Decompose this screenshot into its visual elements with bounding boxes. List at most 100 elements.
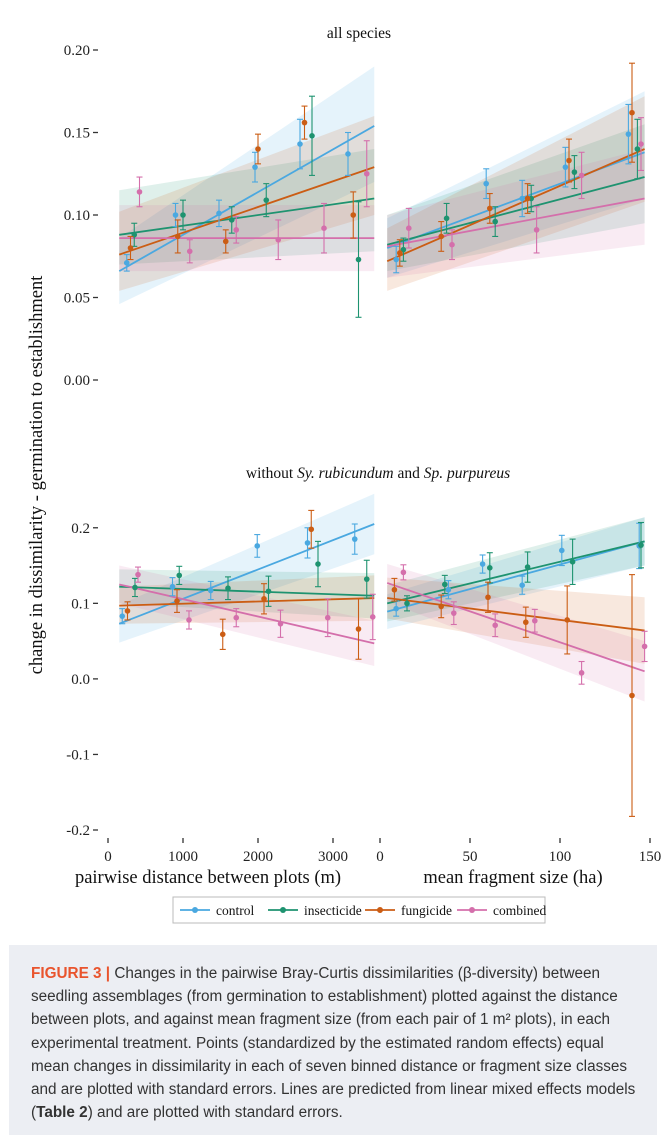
data-point-control [351,536,358,542]
data-point-control [169,583,176,590]
caption-label: FIGURE 3 | [31,965,111,982]
data-point-combined [233,227,240,233]
data-point-combined [363,170,370,177]
data-point-fungicide [255,146,261,152]
data-point-insecticide [180,212,186,218]
y-tick-label: -0.2 [66,823,90,839]
data-point-combined [449,241,455,248]
data-point-insecticide [315,561,321,567]
data-point-control [562,164,569,170]
data-point-fungicide [629,109,635,116]
panel-title-top: all species [327,25,391,42]
band-combined [119,565,375,667]
data-point-control [297,141,303,147]
data-point-combined [135,571,141,578]
x-tick-label: 0 [104,849,112,865]
data-point-control [119,613,126,619]
trend-line-control [118,523,375,625]
data-point-fungicide [308,526,315,533]
data-point-combined [451,610,457,616]
data-point-control [625,131,632,137]
caption-text-end: ) and are plotted with standard errors. [87,1104,343,1122]
data-point-fungicide [564,617,570,623]
data-point-combined [406,225,412,231]
data-point-fungicide [219,631,226,638]
y-tick-label: 0.15 [64,126,90,142]
data-point-insecticide [265,588,272,595]
data-point-fungicide [487,205,493,212]
data-point-fungicide [397,250,403,256]
data-point-combined [324,614,331,621]
trend-line-insecticide [386,540,645,605]
y-tick-label: 0.2 [71,521,90,537]
y-tick-label: 0.0 [71,672,90,688]
data-point-control [123,260,130,266]
data-point-fungicide [485,594,491,601]
data-point-fungicide [391,586,398,593]
regression-lines [118,125,645,673]
y-tick-label: 0.10 [64,208,90,224]
trend-line-insecticide [386,176,645,246]
data-point-fungicide [355,626,362,632]
x-tick-label: 2000 [243,849,273,865]
data-point-fungicide [438,233,445,240]
trend-line-combined [386,582,645,673]
x-tick-label: 3000 [318,849,348,865]
x-tick-label: 150 [639,849,662,865]
x-axis-label-right: mean fragment size (ha) [423,868,602,888]
y-tick-label: -0.1 [66,747,90,763]
caption-text: Changes in the pairwise Bray-Curtis diss… [31,965,636,1122]
data-point-fungicide [127,245,134,251]
data-point-insecticide [309,133,315,139]
data-point-insecticide [571,169,578,175]
legend-point-combined [469,907,475,913]
data-point-insecticide [524,564,531,570]
data-point-fungicide [523,619,529,626]
y-tick-label: 0.20 [64,43,90,59]
data-point-insecticide [228,217,235,223]
data-point-fungicide [350,212,357,218]
data-point-combined [369,614,376,620]
data-point-control [393,256,400,263]
data-point-control [207,587,214,594]
data-point-combined [277,620,284,627]
x-tick-label: 1000 [168,849,198,865]
figure-caption: FIGURE 3 | Changes in the pairwise Bray-… [9,945,657,1135]
caption-table-ref: Table 2 [36,1104,88,1122]
data-point-insecticide [355,256,362,263]
panel-title-bottom: without Sy. rubicundum and Sp. purpureus [246,465,510,482]
data-point-fungicide [222,238,229,245]
data-point-insecticide [363,576,370,582]
trend-line-control [118,125,375,272]
data-point-combined [641,643,648,650]
data-point-control [445,586,452,593]
axes: 0.20 0.15 0.10 0.05 0.00 0.2 0.1 0.0 -0.1 -0.2 0 10… [64,43,662,865]
data-point-combined [532,617,538,624]
data-point-combined [275,236,282,243]
data-point-combined [492,622,499,629]
trend-line-combined [119,583,375,645]
trend-line-insecticide [119,197,375,236]
data-point-insecticide [569,558,576,565]
figure-chart: 0.20 0.15 0.10 0.05 0.00 0.2 0.1 0.0 -0.1 -0.2 0 10… [27,25,662,924]
data-point-control [519,582,525,588]
trend-line-fungicide [118,166,375,256]
data-point-combined [233,614,240,621]
data-point-control [172,212,179,218]
data-point-combined [136,189,143,195]
legend-label-insecticide: insecticide [304,903,362,918]
band-combined [387,564,645,702]
data-point-combined [186,248,193,255]
legend-label-control: control [216,903,254,918]
data-point-insecticide [132,584,138,591]
band-control [119,66,375,305]
data-point-fungicide [261,596,267,602]
trend-line-combined [387,197,645,248]
data-point-insecticide [404,600,410,607]
data-point-fungicide [124,608,131,614]
data-point-control [559,547,565,554]
legend-point-insecticide [280,907,286,913]
data-point-fungicide [174,598,180,604]
data-point-control [345,151,351,157]
data-point-combined [400,569,407,576]
